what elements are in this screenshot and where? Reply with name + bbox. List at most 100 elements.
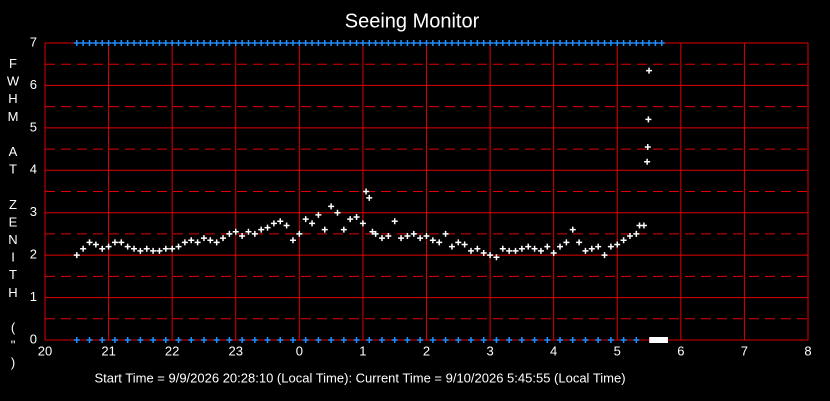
point bbox=[239, 40, 246, 46]
point bbox=[162, 40, 169, 46]
point bbox=[124, 337, 131, 343]
x-tick-label: 21 bbox=[101, 343, 115, 358]
point bbox=[423, 40, 430, 46]
y-tick-label: 0 bbox=[30, 331, 37, 346]
point bbox=[347, 216, 354, 223]
point bbox=[111, 40, 118, 46]
point bbox=[264, 224, 271, 231]
x-tick-label: 23 bbox=[229, 343, 243, 358]
point bbox=[73, 252, 80, 259]
point bbox=[614, 40, 621, 46]
point bbox=[652, 337, 659, 343]
point bbox=[442, 40, 449, 46]
point bbox=[283, 222, 290, 229]
point bbox=[633, 337, 640, 343]
point bbox=[607, 243, 614, 250]
point bbox=[369, 228, 376, 235]
point bbox=[423, 233, 430, 240]
point bbox=[512, 247, 519, 254]
point bbox=[417, 40, 424, 46]
point bbox=[518, 245, 525, 252]
point bbox=[569, 337, 576, 343]
point bbox=[658, 337, 665, 343]
point bbox=[289, 40, 296, 46]
point bbox=[544, 337, 551, 343]
point bbox=[245, 228, 252, 235]
point bbox=[366, 194, 373, 201]
x-tick-label: 0 bbox=[296, 343, 303, 358]
x-tick-label: 7 bbox=[741, 343, 748, 358]
point bbox=[442, 230, 449, 237]
point bbox=[582, 337, 589, 343]
point bbox=[302, 40, 309, 46]
point bbox=[213, 337, 220, 343]
point bbox=[111, 337, 118, 343]
point bbox=[468, 247, 475, 254]
point bbox=[550, 40, 557, 46]
point bbox=[372, 230, 379, 237]
point bbox=[156, 247, 163, 254]
point bbox=[181, 239, 188, 246]
point bbox=[563, 40, 570, 46]
point bbox=[569, 40, 576, 46]
y-tick-label: 5 bbox=[30, 119, 37, 134]
point bbox=[614, 241, 621, 248]
point bbox=[277, 337, 284, 343]
point bbox=[251, 337, 258, 343]
point bbox=[296, 230, 303, 237]
point bbox=[620, 40, 627, 46]
point bbox=[385, 40, 392, 46]
point bbox=[429, 337, 436, 343]
point bbox=[639, 40, 646, 46]
y-tick-label: 1 bbox=[30, 289, 37, 304]
y-tick-label: 2 bbox=[30, 247, 37, 262]
point bbox=[245, 40, 252, 46]
point bbox=[347, 40, 354, 46]
footer: Start Time = 9/9/2026 20:28:10 (Local Ti… bbox=[94, 370, 625, 385]
point bbox=[499, 245, 506, 252]
point bbox=[137, 337, 144, 343]
point bbox=[366, 40, 373, 46]
point bbox=[506, 337, 513, 343]
point bbox=[99, 245, 106, 252]
point bbox=[480, 250, 487, 257]
point bbox=[226, 40, 233, 46]
point bbox=[86, 239, 93, 246]
x-tick-label: 2 bbox=[423, 343, 430, 358]
point bbox=[557, 337, 564, 343]
point bbox=[404, 40, 411, 46]
point bbox=[340, 337, 347, 343]
point bbox=[455, 239, 462, 246]
point bbox=[378, 235, 385, 242]
point bbox=[334, 40, 341, 46]
point bbox=[175, 243, 182, 250]
point bbox=[143, 245, 150, 252]
point bbox=[487, 252, 494, 259]
point bbox=[289, 337, 296, 343]
point bbox=[207, 237, 214, 244]
point bbox=[315, 337, 322, 343]
point bbox=[150, 247, 157, 254]
point bbox=[131, 40, 138, 46]
point bbox=[655, 337, 662, 343]
point bbox=[92, 241, 99, 248]
point bbox=[512, 40, 519, 46]
point bbox=[80, 40, 87, 46]
point bbox=[652, 40, 659, 46]
point bbox=[448, 243, 455, 250]
point bbox=[328, 40, 335, 46]
point bbox=[270, 220, 277, 227]
point bbox=[131, 245, 138, 252]
point bbox=[277, 218, 284, 225]
point bbox=[601, 252, 608, 259]
point bbox=[499, 40, 506, 46]
point bbox=[537, 40, 544, 46]
point bbox=[461, 40, 468, 46]
point bbox=[73, 40, 80, 46]
point bbox=[105, 243, 112, 250]
x-tick-label: 8 bbox=[804, 343, 811, 358]
point bbox=[80, 245, 87, 252]
point bbox=[633, 230, 640, 237]
point bbox=[601, 40, 608, 46]
point bbox=[391, 218, 398, 225]
